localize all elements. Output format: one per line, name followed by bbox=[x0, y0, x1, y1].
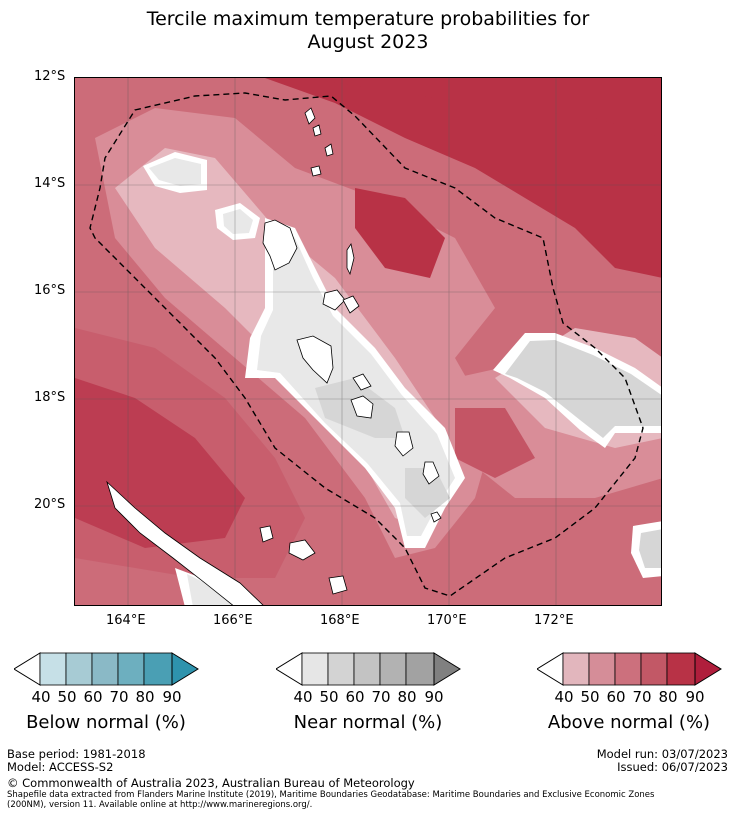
title-line-1: Tercile maximum temperature probabilitie… bbox=[146, 8, 590, 30]
lat-label-12s: 12°S bbox=[34, 69, 66, 84]
island-erromango bbox=[394, 431, 414, 457]
issued-date: Issued: 06/07/2023 bbox=[617, 760, 728, 774]
footer-right: Model run: 03/07/2023 Issued: 06/07/2023 bbox=[597, 748, 728, 774]
island-loyalty-1 bbox=[288, 539, 316, 561]
islands bbox=[106, 107, 442, 605]
lon-label-164e: 164°E bbox=[106, 613, 146, 628]
copyright: © Commonwealth of Australia 2023, Austra… bbox=[7, 776, 415, 790]
legend-near-normal: 40 50 60 70 80 90 Near normal (%) bbox=[275, 652, 466, 733]
island-efate bbox=[350, 395, 374, 419]
high-band-top bbox=[305, 78, 661, 138]
tick-below-70: 70 bbox=[109, 688, 129, 706]
lat-label-16s: 16°S bbox=[34, 283, 66, 298]
legend-below-normal: 40 50 60 70 80 90 Below normal (%) bbox=[13, 652, 204, 733]
base-period: Base period: 1981-2018 bbox=[7, 747, 146, 761]
tick-below-50: 50 bbox=[57, 688, 77, 706]
model-run: Model run: 03/07/2023 bbox=[596, 747, 728, 761]
title-line-2: August 2023 bbox=[307, 31, 429, 53]
tick-above-40: 40 bbox=[554, 688, 574, 706]
probability-map bbox=[74, 77, 662, 606]
caption-near-normal: Near normal (%) bbox=[293, 712, 443, 733]
tick-near-40: 40 bbox=[293, 688, 313, 706]
caption-above-normal: Above normal (%) bbox=[547, 712, 711, 733]
island-banks bbox=[312, 124, 322, 137]
island-new-caledonia bbox=[106, 480, 264, 605]
model-name: Model: ACCESS-S2 bbox=[7, 760, 114, 774]
tick-above-70: 70 bbox=[632, 688, 652, 706]
island-loyalty-2 bbox=[328, 575, 348, 595]
island-malekula bbox=[296, 335, 334, 384]
caption-below-normal: Below normal (%) bbox=[26, 712, 186, 733]
map-title: Tercile maximum temperature probabilitie… bbox=[0, 8, 736, 54]
tick-near-50: 50 bbox=[319, 688, 339, 706]
lon-label-168e: 168°E bbox=[320, 613, 360, 628]
high-band-north bbox=[265, 78, 661, 278]
lat-label-20s: 20°S bbox=[34, 497, 66, 512]
tick-near-70: 70 bbox=[371, 688, 391, 706]
island-aneityum bbox=[430, 511, 442, 523]
tick-near-80: 80 bbox=[397, 688, 417, 706]
island-espiritu-santo bbox=[262, 219, 298, 271]
shapefile-credit-line-1: Shapefile data extracted from Flanders M… bbox=[7, 790, 655, 800]
eez-boundary bbox=[89, 92, 644, 597]
high-pocket-central bbox=[355, 188, 445, 278]
island-maewo bbox=[346, 242, 355, 276]
island-tanna bbox=[422, 461, 440, 485]
lat-label-14s: 14°S bbox=[34, 176, 66, 191]
tick-above-80: 80 bbox=[658, 688, 678, 706]
tick-below-80: 80 bbox=[135, 688, 155, 706]
tick-near-60: 60 bbox=[345, 688, 365, 706]
tick-below-40: 40 bbox=[31, 688, 51, 706]
map-canvas bbox=[75, 78, 661, 605]
island-vanua-lava bbox=[324, 143, 334, 157]
tick-above-60: 60 bbox=[606, 688, 626, 706]
legend-above-normal: 40 50 60 70 80 90 Above normal (%) bbox=[536, 652, 727, 733]
island-torres bbox=[304, 107, 316, 125]
lat-label-18s: 18°S bbox=[34, 390, 66, 405]
colorbar-above-normal bbox=[536, 652, 722, 686]
shapefile-credit: Shapefile data extracted from Flanders M… bbox=[7, 790, 727, 810]
high-pocket-east bbox=[455, 408, 535, 478]
footer-left: Base period: 1981-2018 Model: ACCESS-S2 bbox=[7, 748, 146, 774]
tick-below-90: 90 bbox=[162, 688, 182, 706]
lon-label-166e: 166°E bbox=[213, 613, 253, 628]
island-epi bbox=[352, 373, 372, 391]
colorbar-near-normal bbox=[275, 652, 461, 686]
island-pentecost bbox=[342, 295, 360, 314]
island-gaua bbox=[310, 165, 322, 177]
colorbar-below-normal bbox=[13, 652, 199, 686]
tick-above-50: 50 bbox=[580, 688, 600, 706]
lon-label-170e: 170°E bbox=[427, 613, 467, 628]
shapefile-credit-line-2: (200NM), version 11. Available online at… bbox=[7, 800, 313, 810]
lon-label-172e: 172°E bbox=[534, 613, 574, 628]
island-ambae bbox=[322, 289, 346, 311]
tick-near-90: 90 bbox=[424, 688, 444, 706]
island-new-caledonia-north bbox=[259, 525, 274, 543]
tick-below-60: 60 bbox=[83, 688, 103, 706]
tick-above-90: 90 bbox=[685, 688, 705, 706]
